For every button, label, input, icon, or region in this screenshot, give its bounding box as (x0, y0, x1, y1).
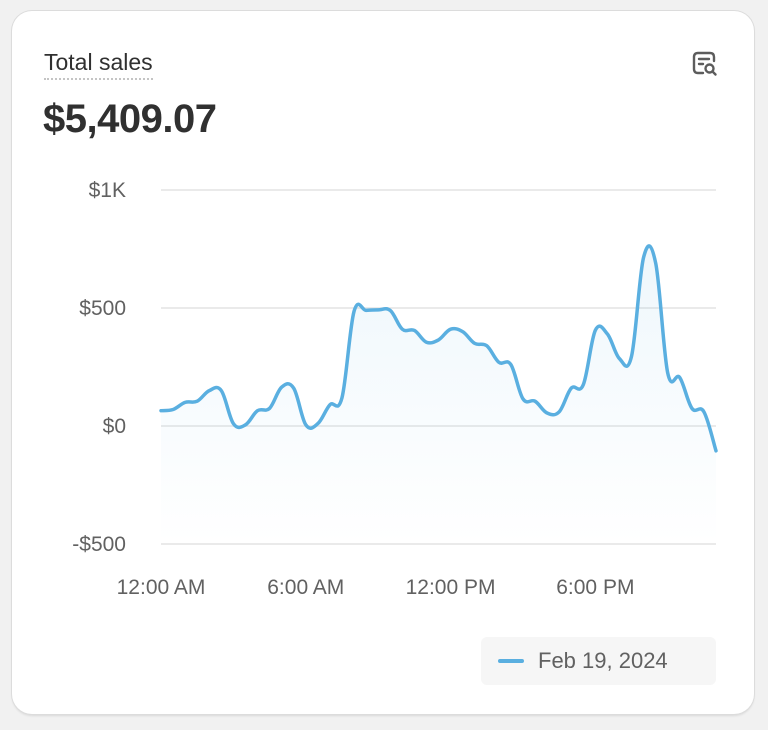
x-tick-label: 12:00 AM (117, 576, 206, 599)
legend-swatch (498, 659, 524, 663)
card-title[interactable]: Total sales (44, 48, 153, 80)
total-sales-value: $5,409.07 (43, 97, 217, 141)
series-line[interactable] (159, 244, 718, 453)
x-tick-label: 6:00 PM (556, 576, 634, 599)
y-tick-label: $0 (103, 415, 126, 438)
sales-line-chart: $1K $500 $0 -$500 12:00 AM 6:00 AM 12:00 PM 6:… (72, 179, 718, 599)
total-sales-card: Total sales $5,409.07 $1K $500 $0 -$500 12:… (12, 11, 754, 714)
x-tick-label: 6:00 AM (267, 576, 344, 599)
y-tick-label: $1K (89, 179, 126, 202)
legend[interactable]: Feb 19, 2024 (481, 637, 716, 685)
series-area (161, 245, 716, 544)
y-tick-label: $500 (79, 297, 126, 320)
report-search-icon[interactable] (689, 48, 719, 78)
y-tick-label: -$500 (72, 533, 126, 556)
x-tick-label: 12:00 PM (406, 576, 496, 599)
legend-label: Feb 19, 2024 (538, 648, 668, 673)
